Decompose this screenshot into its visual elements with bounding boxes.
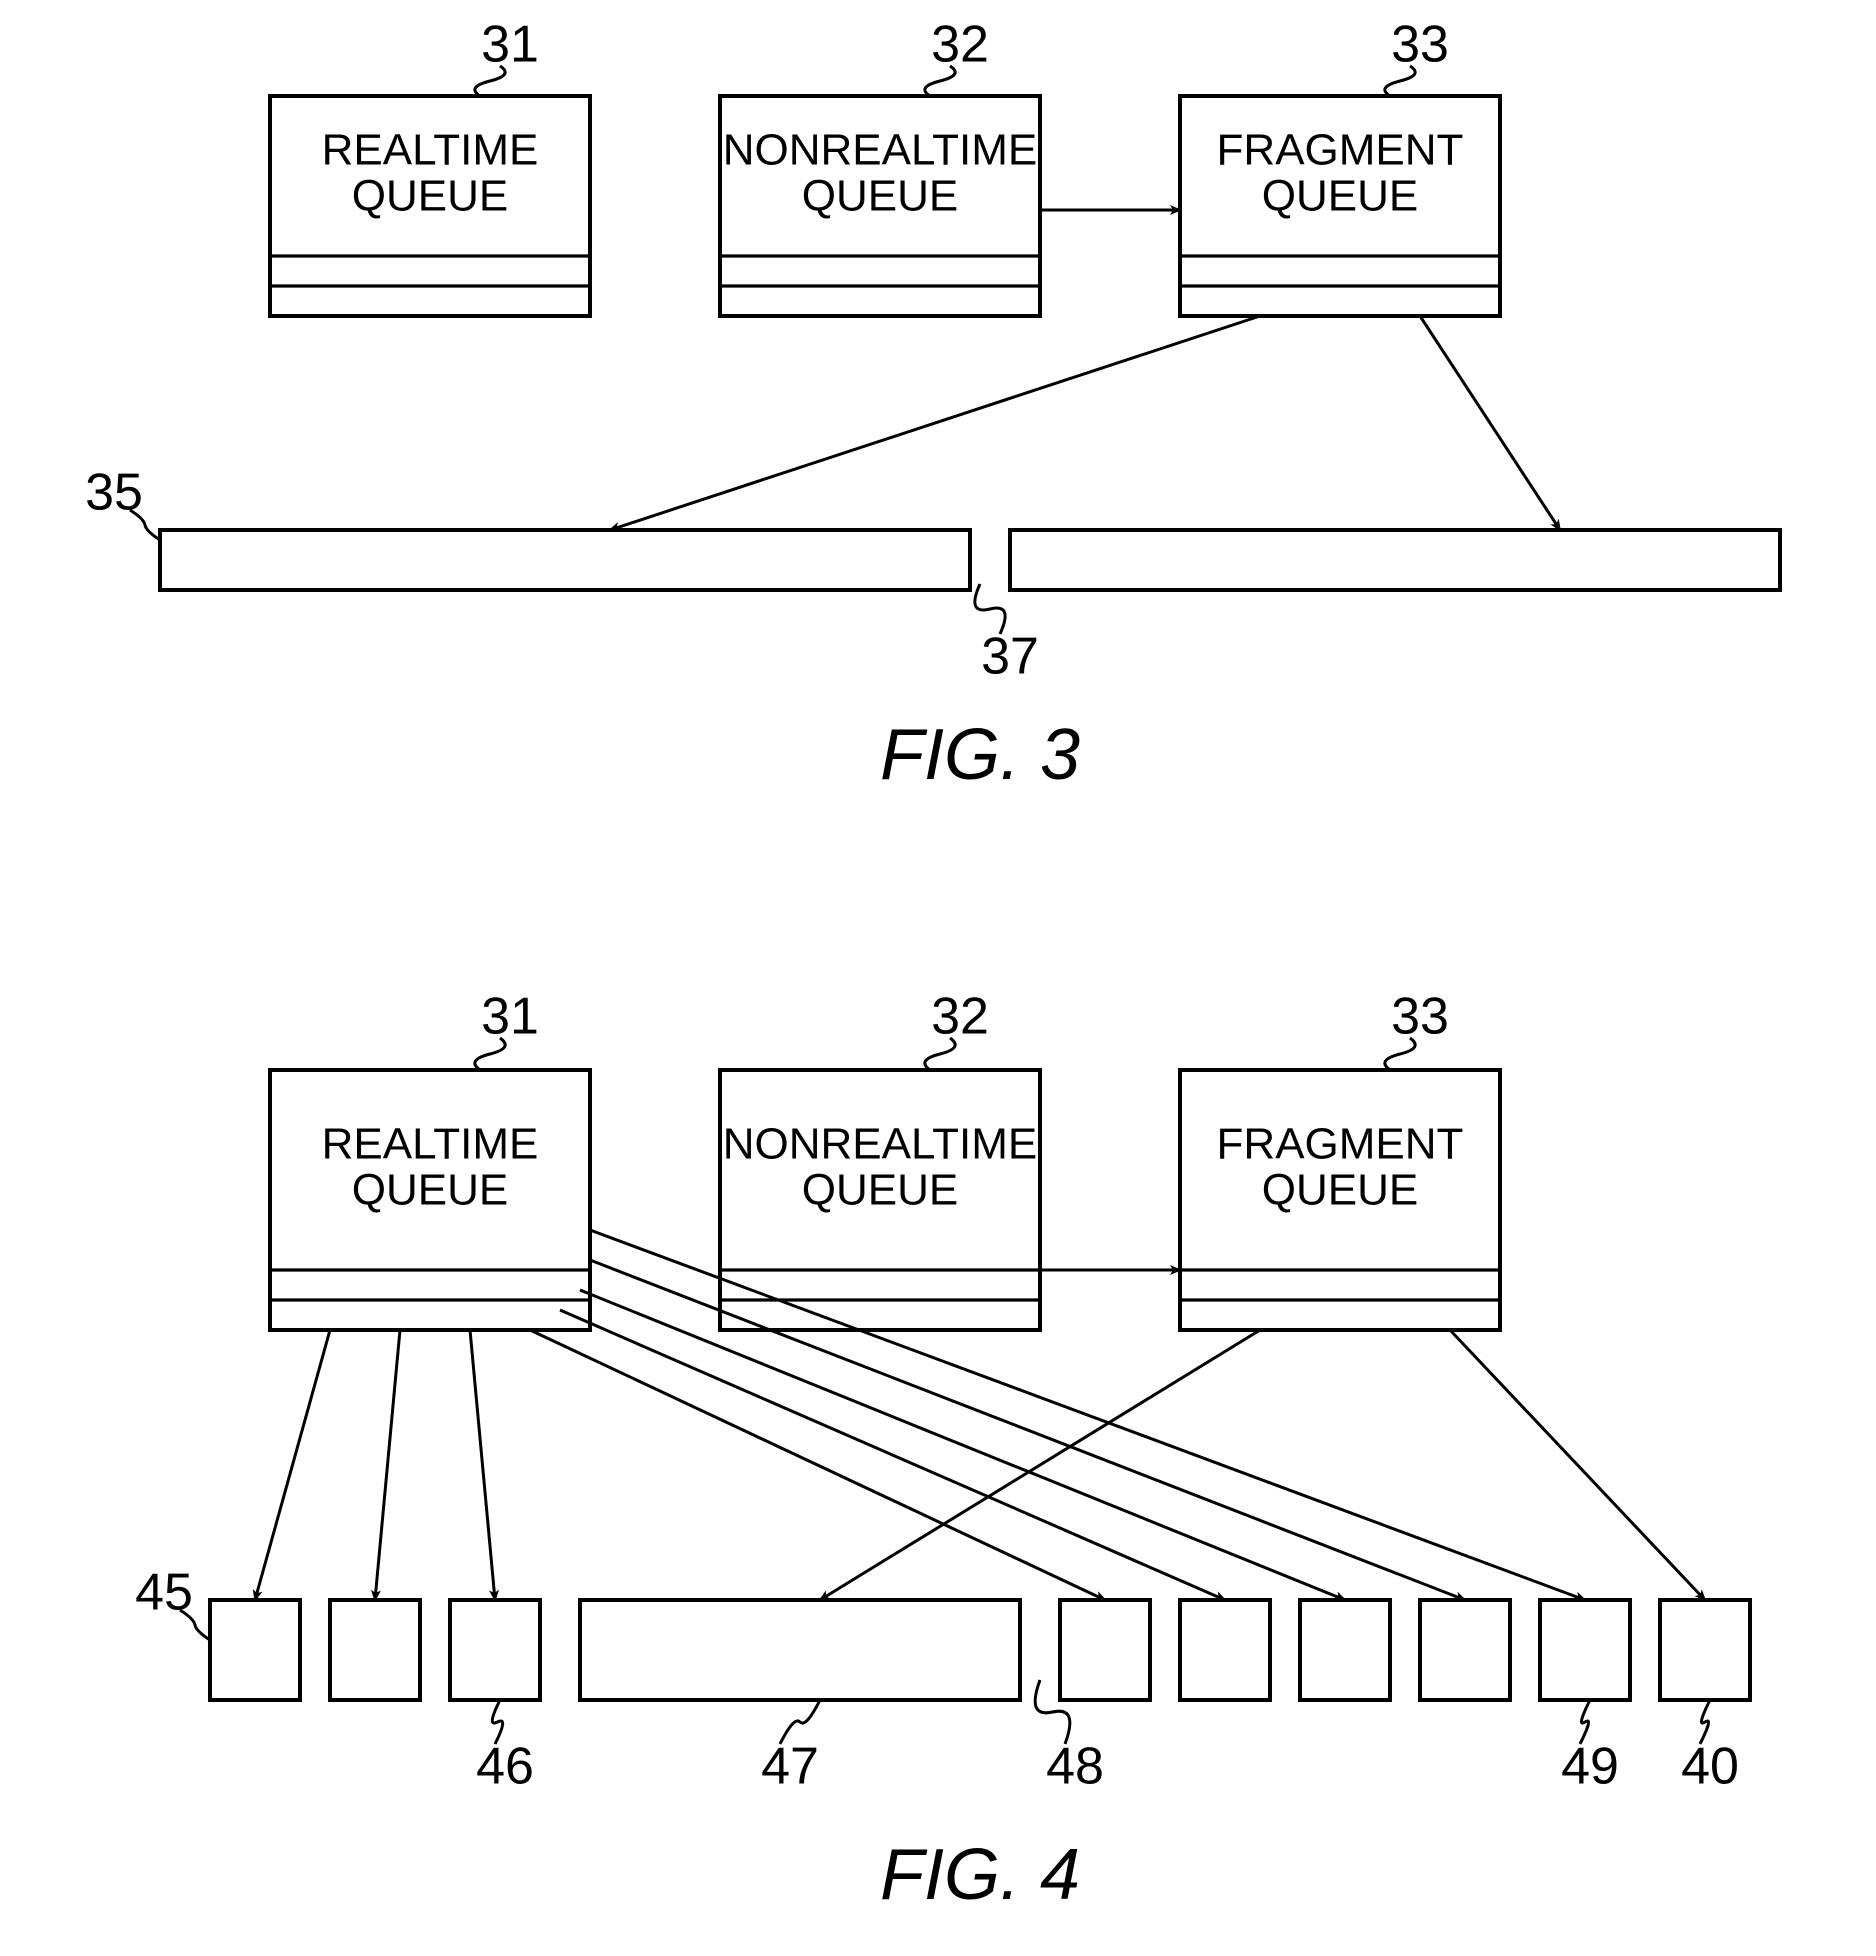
- fig4-s4: [580, 1600, 1020, 1700]
- queue-fragment-label: QUEUE: [1262, 172, 1418, 221]
- ref-48-leader: [1035, 1680, 1070, 1744]
- fig4-s3: [450, 1600, 540, 1700]
- queue-realtime-label: QUEUE: [352, 172, 508, 221]
- ref-32: 32: [931, 16, 989, 74]
- ref-37-leader: [975, 584, 1005, 634]
- ref-48: 48: [1046, 1738, 1104, 1796]
- ref-45: 45: [135, 1564, 193, 1622]
- fig4-s8: [1420, 1600, 1510, 1700]
- ref-47: 47: [761, 1738, 819, 1796]
- fig3-bar-right: [1010, 530, 1780, 590]
- fig4-arrow: [820, 1330, 1260, 1600]
- fig3-bar-left: [160, 530, 970, 590]
- fig3-arrow: [610, 316, 1260, 530]
- ref-35: 35: [85, 464, 143, 522]
- fig4-s9: [1540, 1600, 1630, 1700]
- fig4-arrow: [470, 1330, 495, 1600]
- fig4-arrow: [590, 1230, 1585, 1600]
- ref-37: 37: [981, 628, 1039, 686]
- fig4-arrow: [255, 1330, 330, 1600]
- queue-fragment-label: QUEUE: [1262, 1166, 1418, 1215]
- ref-46: 46: [476, 1738, 534, 1796]
- fig4-arrow: [1450, 1330, 1705, 1600]
- queue-realtime-label: REALTIME: [322, 126, 539, 175]
- queue-nonrealtime-label: NONREALTIME: [723, 1120, 1038, 1169]
- ref-33: 33: [1391, 16, 1449, 74]
- queue-fragment-label: FRAGMENT: [1217, 126, 1464, 175]
- queue-realtime-label: QUEUE: [352, 1166, 508, 1215]
- ref-31: 31: [481, 16, 539, 74]
- ref-33: 33: [1391, 988, 1449, 1046]
- fig4-s10: [1660, 1600, 1750, 1700]
- queue-nonrealtime-label: NONREALTIME: [723, 126, 1038, 175]
- fig4-arrow: [580, 1290, 1345, 1600]
- fig4-arrow: [375, 1330, 400, 1600]
- fig3-caption: FIG. 3: [880, 715, 1080, 795]
- ref-40: 40: [1681, 1738, 1739, 1796]
- ref-32: 32: [931, 988, 989, 1046]
- fig4-s2: [330, 1600, 420, 1700]
- fig4-arrow: [590, 1260, 1465, 1600]
- queue-fragment-label: FRAGMENT: [1217, 1120, 1464, 1169]
- fig4-s1: [210, 1600, 300, 1700]
- fig4-s6: [1180, 1600, 1270, 1700]
- ref-31: 31: [481, 988, 539, 1046]
- fig4-s5: [1060, 1600, 1150, 1700]
- queue-realtime-label: REALTIME: [322, 1120, 539, 1169]
- ref-49: 49: [1561, 1738, 1619, 1796]
- fig4-arrow: [530, 1330, 1105, 1600]
- fig4-caption: FIG. 4: [880, 1835, 1080, 1915]
- queue-nonrealtime-label: QUEUE: [802, 1166, 958, 1215]
- fig4-s7: [1300, 1600, 1390, 1700]
- queue-nonrealtime-label: QUEUE: [802, 172, 958, 221]
- fig3-arrow: [1420, 316, 1560, 530]
